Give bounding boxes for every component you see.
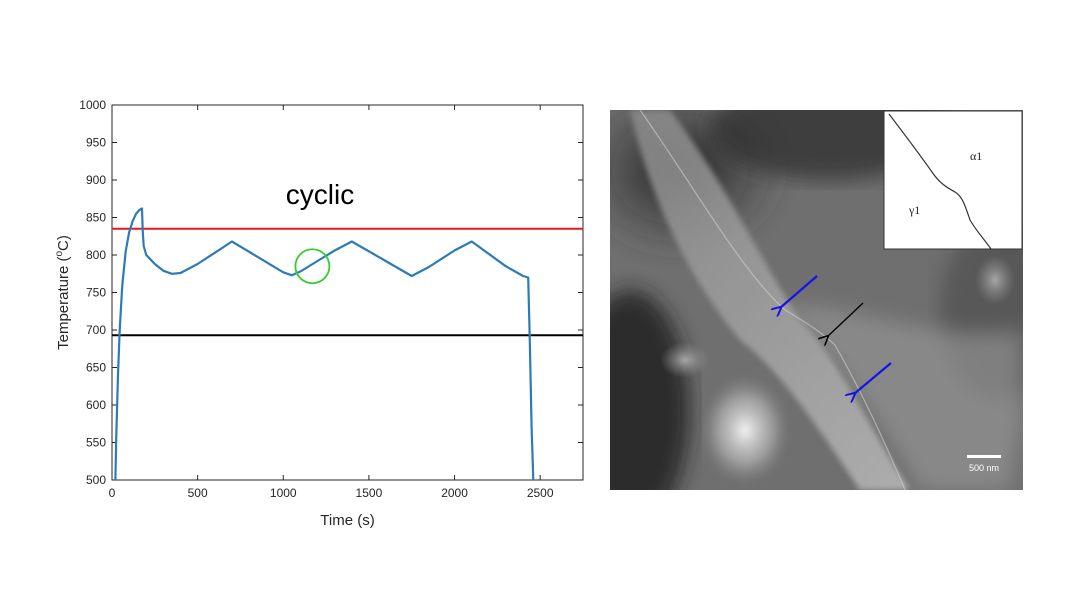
micrograph-image: α1 γ1 500 nm [610,110,1023,490]
blue-arrow-lower [854,362,892,394]
y-tick-label: 850 [86,211,106,225]
cyclic-annotation: cyclic [286,179,354,210]
y-axis-label: Temperature (oC) [54,235,72,350]
series-layer [114,207,535,481]
temperature-chart: 0 500 1000 1500 2000 250050055060065070075080… [54,98,584,529]
blue-arrow-upper [780,275,818,308]
plot-frame [111,104,584,481]
annotation-layer: cyclic [286,179,354,285]
y-tick-label: 500 [86,473,106,487]
y-tick-label: 650 [86,361,106,375]
x-axis-label: Time (s) [320,512,374,529]
x-tick-label: 2000 [441,486,468,500]
inset-label-alpha: α1 [970,149,982,163]
x-tick-label: 1000 [270,486,297,500]
x-tick-label: 0 [109,486,116,500]
x-tick-label: 2500 [527,486,554,500]
x-tick-label: 500 [188,486,208,500]
y-tick-label: 750 [86,286,106,300]
highlight-circle [294,248,331,285]
y-tick-label: 1000 [79,98,106,112]
scale-bar: 500 nm [967,455,1001,473]
black-arrow [827,302,864,337]
axes-layer: 0 500 1000 1500 2000 250050055060065070075080… [54,98,584,529]
tem-micrograph: α1 γ1 500 nm [610,110,1023,490]
scale-bar-label: 500 nm [969,463,999,473]
x-tick-label: 1500 [356,486,383,500]
y-tick-label: 800 [86,248,106,262]
y-tick-label: 600 [86,398,106,412]
y-tick-label: 700 [86,323,106,337]
inset-label-gamma: γ1 [908,203,920,217]
series-line-0 [114,207,535,481]
y-tick-label: 550 [86,436,106,450]
y-tick-label: 950 [86,136,106,150]
y-tick-label: 900 [86,173,106,187]
phase-inset: α1 γ1 [883,110,1023,250]
reference-lines [112,227,583,337]
